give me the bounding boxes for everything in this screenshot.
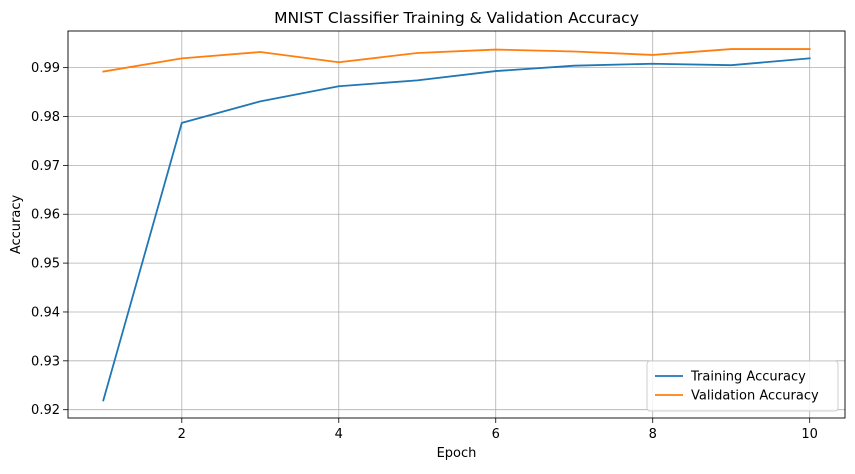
legend-label: Validation Accuracy: [691, 389, 819, 404]
y-tick-label: 0.98: [31, 110, 60, 125]
axis-ticks: 2 4 6 8 10 0.92 0.93 0.94 0.95 0.96 0.97 0.98 0.99: [31, 61, 818, 442]
y-tick-label: 0.95: [31, 257, 60, 272]
x-tick-label: 10: [801, 427, 818, 442]
y-tick-label: 0.97: [31, 159, 60, 174]
plot-frame: [67, 30, 846, 419]
series-lines: [102, 48, 811, 402]
y-tick-label: 0.92: [31, 403, 60, 418]
x-tick-label: 6: [492, 427, 500, 442]
y-axis-label: Accuracy: [9, 195, 24, 255]
y-tick-label: 0.93: [31, 354, 60, 369]
legend-box: [646, 360, 839, 412]
x-tick-label: 2: [178, 427, 186, 442]
chart-title: MNIST Classifier Training & Validation A…: [274, 9, 639, 27]
y-tick-label: 0.99: [31, 61, 60, 76]
x-tick-label: 8: [649, 427, 657, 442]
series-line-training-accuracy: [102, 57, 811, 402]
x-tick-label: 4: [335, 427, 343, 442]
x-axis-label: Epoch: [437, 446, 477, 461]
series-line-validation-accuracy: [102, 48, 811, 73]
legend-label: Training Accuracy: [690, 370, 806, 385]
legend: Training Accuracy Validation Accuracy: [646, 360, 839, 412]
y-tick-label: 0.96: [31, 208, 60, 223]
y-tick-label: 0.94: [31, 305, 60, 320]
